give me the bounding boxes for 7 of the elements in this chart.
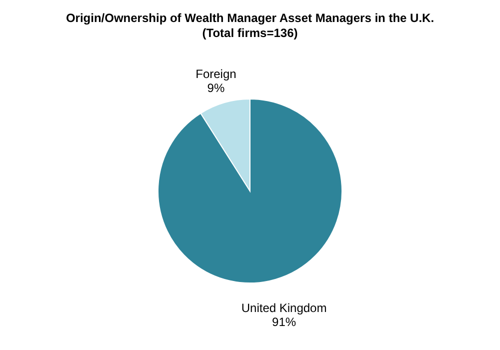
data-label: 91% bbox=[272, 315, 296, 330]
chart-subtitle: (Total firms=136) bbox=[202, 26, 298, 40]
slice-label: Foreign bbox=[196, 66, 236, 81]
data-label: 9% bbox=[207, 80, 225, 95]
chart-title: Origin/Ownership of Wealth Manager Asset Managers in the U.K. bbox=[66, 11, 434, 25]
slice-label: United Kingdom bbox=[241, 301, 327, 316]
pie-slice bbox=[158, 98, 342, 284]
